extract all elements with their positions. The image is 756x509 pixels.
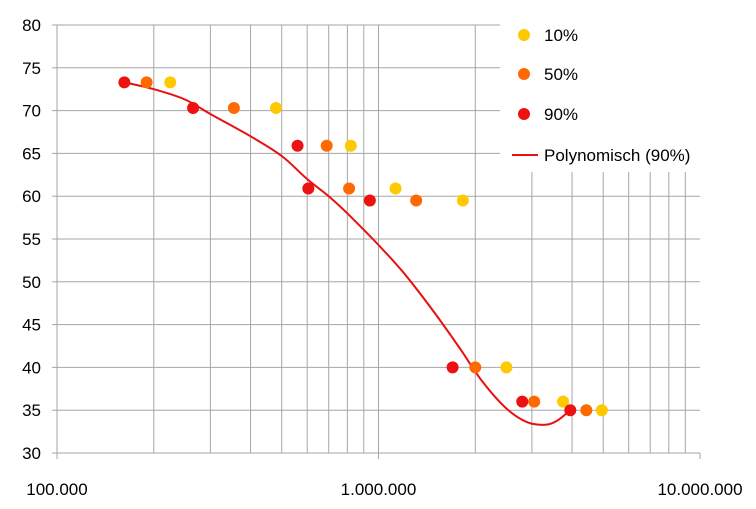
data-point-50pct: [528, 395, 541, 408]
legend-label: 90%: [544, 105, 578, 124]
data-point-50pct: [320, 139, 333, 152]
data-point-90pct: [446, 361, 459, 374]
data-point-10pct: [500, 361, 513, 374]
y-tick-label: 50: [22, 273, 41, 292]
legend-marker: [518, 68, 530, 80]
y-tick-label: 35: [22, 401, 41, 420]
data-point-50pct: [469, 361, 482, 374]
y-tick-label: 30: [22, 444, 41, 463]
y-tick-label: 80: [22, 16, 41, 35]
data-point-50pct: [580, 404, 593, 417]
data-point-10pct: [389, 182, 402, 195]
legend-label: 10%: [544, 26, 578, 45]
x-tick-label: 10.000.000: [657, 480, 742, 499]
data-point-90pct: [118, 76, 131, 89]
legend-marker: [518, 108, 530, 120]
legend-label: Polynomisch (90%): [544, 146, 690, 165]
data-point-10pct: [557, 395, 570, 408]
data-point-10pct: [344, 139, 357, 152]
trendline-layer: [124, 81, 571, 426]
data-point-50pct: [343, 182, 356, 195]
legend-marker: [518, 29, 530, 41]
data-point-90pct: [291, 139, 304, 152]
legend-label: 50%: [544, 65, 578, 84]
y-tick-label: 55: [22, 230, 41, 249]
legend: 10% 50% 90% Polynomisch (90%): [500, 16, 722, 172]
data-point-10pct: [595, 404, 608, 417]
data-point-50pct: [140, 76, 153, 89]
data-point-90pct: [302, 182, 315, 195]
y-tick-label: 60: [22, 187, 41, 206]
data-point-10pct: [270, 102, 283, 115]
grid-lines: [57, 24, 700, 453]
data-points: [118, 76, 608, 417]
data-point-90pct: [187, 102, 200, 115]
data-point-50pct: [410, 194, 423, 207]
y-tick-label: 65: [22, 144, 41, 163]
y-tick-label: 40: [22, 358, 41, 377]
data-point-90pct: [363, 194, 376, 207]
data-point-10pct: [456, 194, 469, 207]
data-point-90pct: [516, 395, 529, 408]
axes: 30 35 40 45 50 55 60 65 70 75 80 100.000 1.000.000 10…: [22, 16, 742, 499]
data-point-50pct: [227, 102, 240, 115]
y-tick-label: 70: [22, 102, 41, 121]
y-tick-label: 45: [22, 316, 41, 335]
trendline-path: [124, 81, 571, 426]
x-tick-label: 100.000: [26, 480, 87, 499]
x-tick-label: 1.000.000: [341, 480, 417, 499]
data-point-90pct: [564, 404, 577, 417]
y-tick-label: 75: [22, 59, 41, 78]
data-point-10pct: [164, 76, 177, 89]
legend-background: [500, 16, 722, 172]
